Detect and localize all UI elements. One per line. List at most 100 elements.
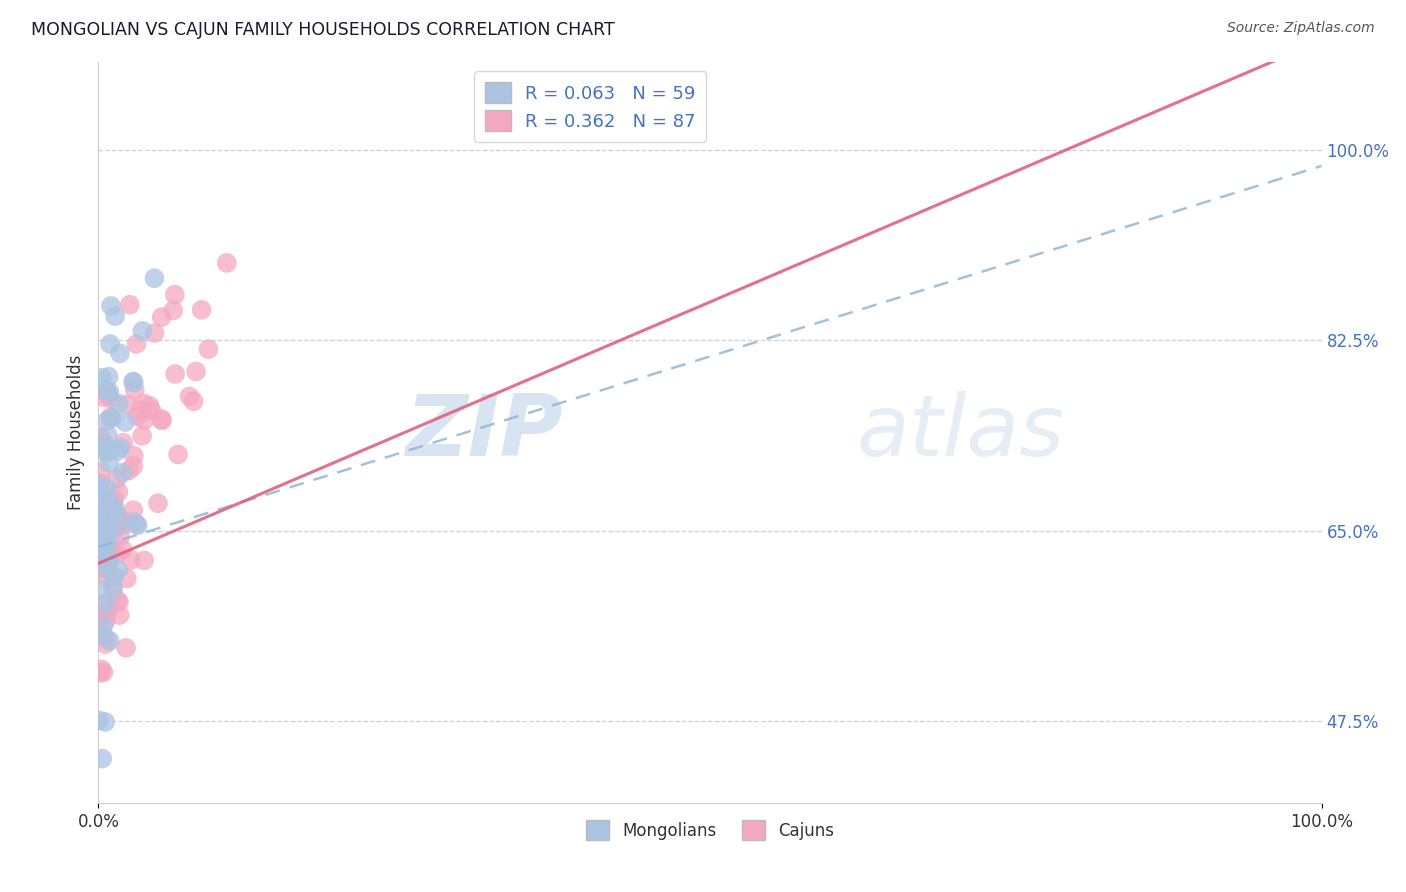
Point	[167, 447, 190, 461]
Point	[100, 392, 122, 406]
Point	[97, 443, 120, 458]
Point	[122, 375, 145, 389]
Text: Source: ZipAtlas.com: Source: ZipAtlas.com	[1227, 21, 1375, 36]
Point	[94, 561, 117, 575]
Point	[108, 595, 131, 609]
Point	[150, 412, 173, 426]
Point	[97, 495, 120, 509]
Point	[112, 517, 135, 532]
Point	[105, 444, 128, 458]
Point	[131, 429, 153, 443]
Point	[104, 500, 127, 514]
Point	[87, 508, 110, 522]
Point	[96, 595, 118, 609]
Point	[91, 390, 114, 404]
Point	[98, 633, 121, 648]
Point	[91, 582, 114, 597]
Point	[97, 369, 120, 384]
Point	[91, 527, 114, 541]
Point	[143, 326, 166, 340]
Point	[132, 396, 155, 410]
Point	[101, 548, 124, 562]
Point	[112, 514, 135, 528]
Point	[93, 544, 115, 558]
Point	[87, 478, 110, 492]
Point	[89, 475, 111, 490]
Point	[90, 371, 112, 385]
Point	[93, 665, 115, 680]
Point	[103, 491, 125, 506]
Point	[112, 435, 135, 450]
Point	[96, 533, 118, 547]
Point	[101, 527, 124, 541]
Point	[197, 342, 219, 356]
Point	[90, 662, 112, 676]
Point	[89, 506, 111, 520]
Point	[101, 578, 124, 592]
Point	[96, 555, 118, 569]
Point	[118, 463, 141, 477]
Point	[100, 521, 122, 535]
Point	[89, 515, 111, 529]
Point	[162, 303, 184, 318]
Point	[101, 410, 124, 425]
Point	[94, 637, 117, 651]
Point	[105, 471, 128, 485]
Point	[91, 533, 114, 547]
Point	[94, 714, 117, 729]
Point	[96, 384, 118, 398]
Point	[107, 484, 129, 499]
Point	[97, 388, 120, 402]
Point	[104, 309, 127, 323]
Point	[146, 496, 169, 510]
Point	[122, 376, 145, 390]
Point	[94, 544, 117, 558]
Point	[125, 517, 148, 532]
Point	[104, 508, 127, 522]
Point	[96, 603, 118, 617]
Point	[103, 569, 125, 583]
Point	[179, 389, 201, 403]
Point	[150, 310, 173, 324]
Point	[91, 555, 114, 569]
Point	[134, 413, 156, 427]
Point	[111, 542, 134, 557]
Point	[94, 442, 117, 457]
Point	[97, 427, 120, 442]
Point	[96, 632, 118, 647]
Point	[89, 493, 111, 508]
Point	[122, 459, 145, 474]
Point	[96, 520, 118, 534]
Point	[96, 534, 118, 549]
Point	[115, 571, 138, 585]
Point	[105, 547, 128, 561]
Point	[115, 640, 138, 655]
Point	[129, 402, 152, 417]
Point	[127, 518, 149, 533]
Point	[105, 508, 128, 522]
Point	[98, 337, 121, 351]
Point	[98, 456, 121, 470]
Point	[94, 614, 117, 628]
Point	[96, 481, 118, 495]
Point	[93, 436, 115, 450]
Point	[96, 570, 118, 584]
Point	[114, 415, 136, 429]
Point	[90, 441, 112, 455]
Point	[90, 440, 112, 454]
Point	[165, 367, 187, 381]
Point	[96, 607, 118, 621]
Point	[122, 515, 145, 529]
Point	[125, 337, 148, 351]
Point	[98, 561, 121, 575]
Text: MONGOLIAN VS CAJUN FAMILY HOUSEHOLDS CORRELATION CHART: MONGOLIAN VS CAJUN FAMILY HOUSEHOLDS COR…	[31, 21, 614, 39]
Point	[89, 519, 111, 533]
Point	[107, 563, 129, 577]
Point	[98, 384, 121, 399]
Point	[89, 483, 111, 498]
Point	[90, 613, 112, 627]
Point	[105, 593, 128, 607]
Point	[190, 302, 212, 317]
Point	[141, 403, 163, 417]
Point	[91, 628, 114, 642]
